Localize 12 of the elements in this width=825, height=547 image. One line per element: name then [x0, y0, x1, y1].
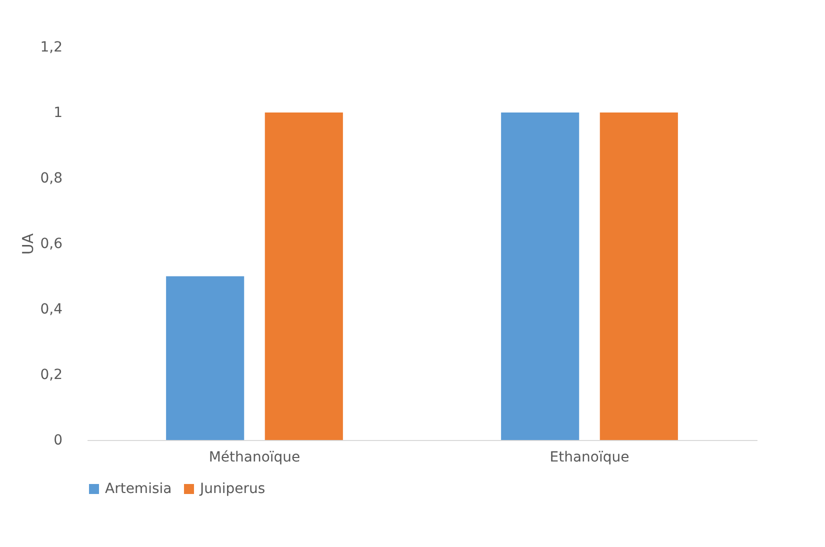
x-tick-label: Méthanoïque: [208, 450, 300, 466]
y-tick-label: 0,8: [40, 170, 62, 186]
y-axis-title: UA: [19, 232, 38, 255]
y-tick-label: 0,6: [40, 236, 63, 252]
legend-label: Juniperus: [199, 481, 266, 497]
y-tick-label: 0,2: [40, 367, 62, 383]
y-tick-label: 1: [54, 105, 62, 121]
x-tick-label: Ethanoïque: [550, 450, 630, 466]
y-tick-label: 0: [54, 432, 62, 448]
y-tick-label: 0,4: [40, 302, 63, 318]
y-tick-label: 1,2: [40, 40, 62, 56]
legend-label: Artemisia: [105, 481, 172, 497]
